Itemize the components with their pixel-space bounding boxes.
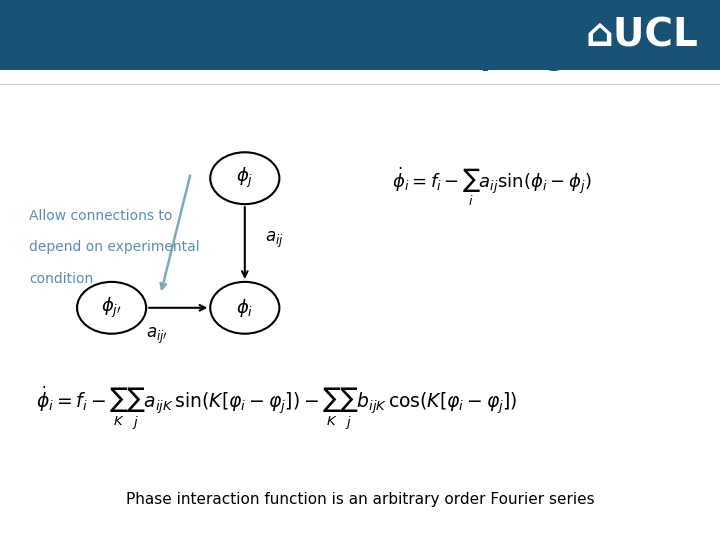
- Text: $\phi_i$: $\phi_i$: [236, 297, 253, 319]
- Text: $\dot{\phi}_i = f_i - \sum_{K}\sum_{j} a_{ijK}\, \sin(K[\varphi_i - \varphi_j]) : $\dot{\phi}_i = f_i - \sum_{K}\sum_{j} a…: [36, 384, 518, 431]
- Text: DCM for Phase Coupling: DCM for Phase Coupling: [153, 42, 567, 71]
- Circle shape: [210, 152, 279, 204]
- Text: Allow connections to: Allow connections to: [29, 209, 172, 223]
- Text: depend on experimental: depend on experimental: [29, 240, 199, 254]
- Circle shape: [210, 282, 279, 334]
- Text: $\phi_j$: $\phi_j$: [236, 166, 253, 190]
- Text: Phase interaction function is an arbitrary order Fourier series: Phase interaction function is an arbitra…: [126, 492, 594, 507]
- Text: $\phi_{j\prime}$: $\phi_{j\prime}$: [102, 296, 122, 320]
- Text: $\dot{\phi}_i = f_i - \sum_{i} a_{ij} \sin(\phi_i - \phi_j)$: $\dot{\phi}_i = f_i - \sum_{i} a_{ij} \s…: [392, 165, 592, 207]
- Circle shape: [77, 282, 146, 334]
- Text: ⌂UCL: ⌂UCL: [585, 16, 698, 54]
- Text: $a_{ij\prime}$: $a_{ij\prime}$: [146, 326, 168, 346]
- Text: $a_{ij}$: $a_{ij}$: [265, 230, 284, 251]
- Text: condition: condition: [29, 272, 93, 286]
- Bar: [0, 0, 720, 70]
